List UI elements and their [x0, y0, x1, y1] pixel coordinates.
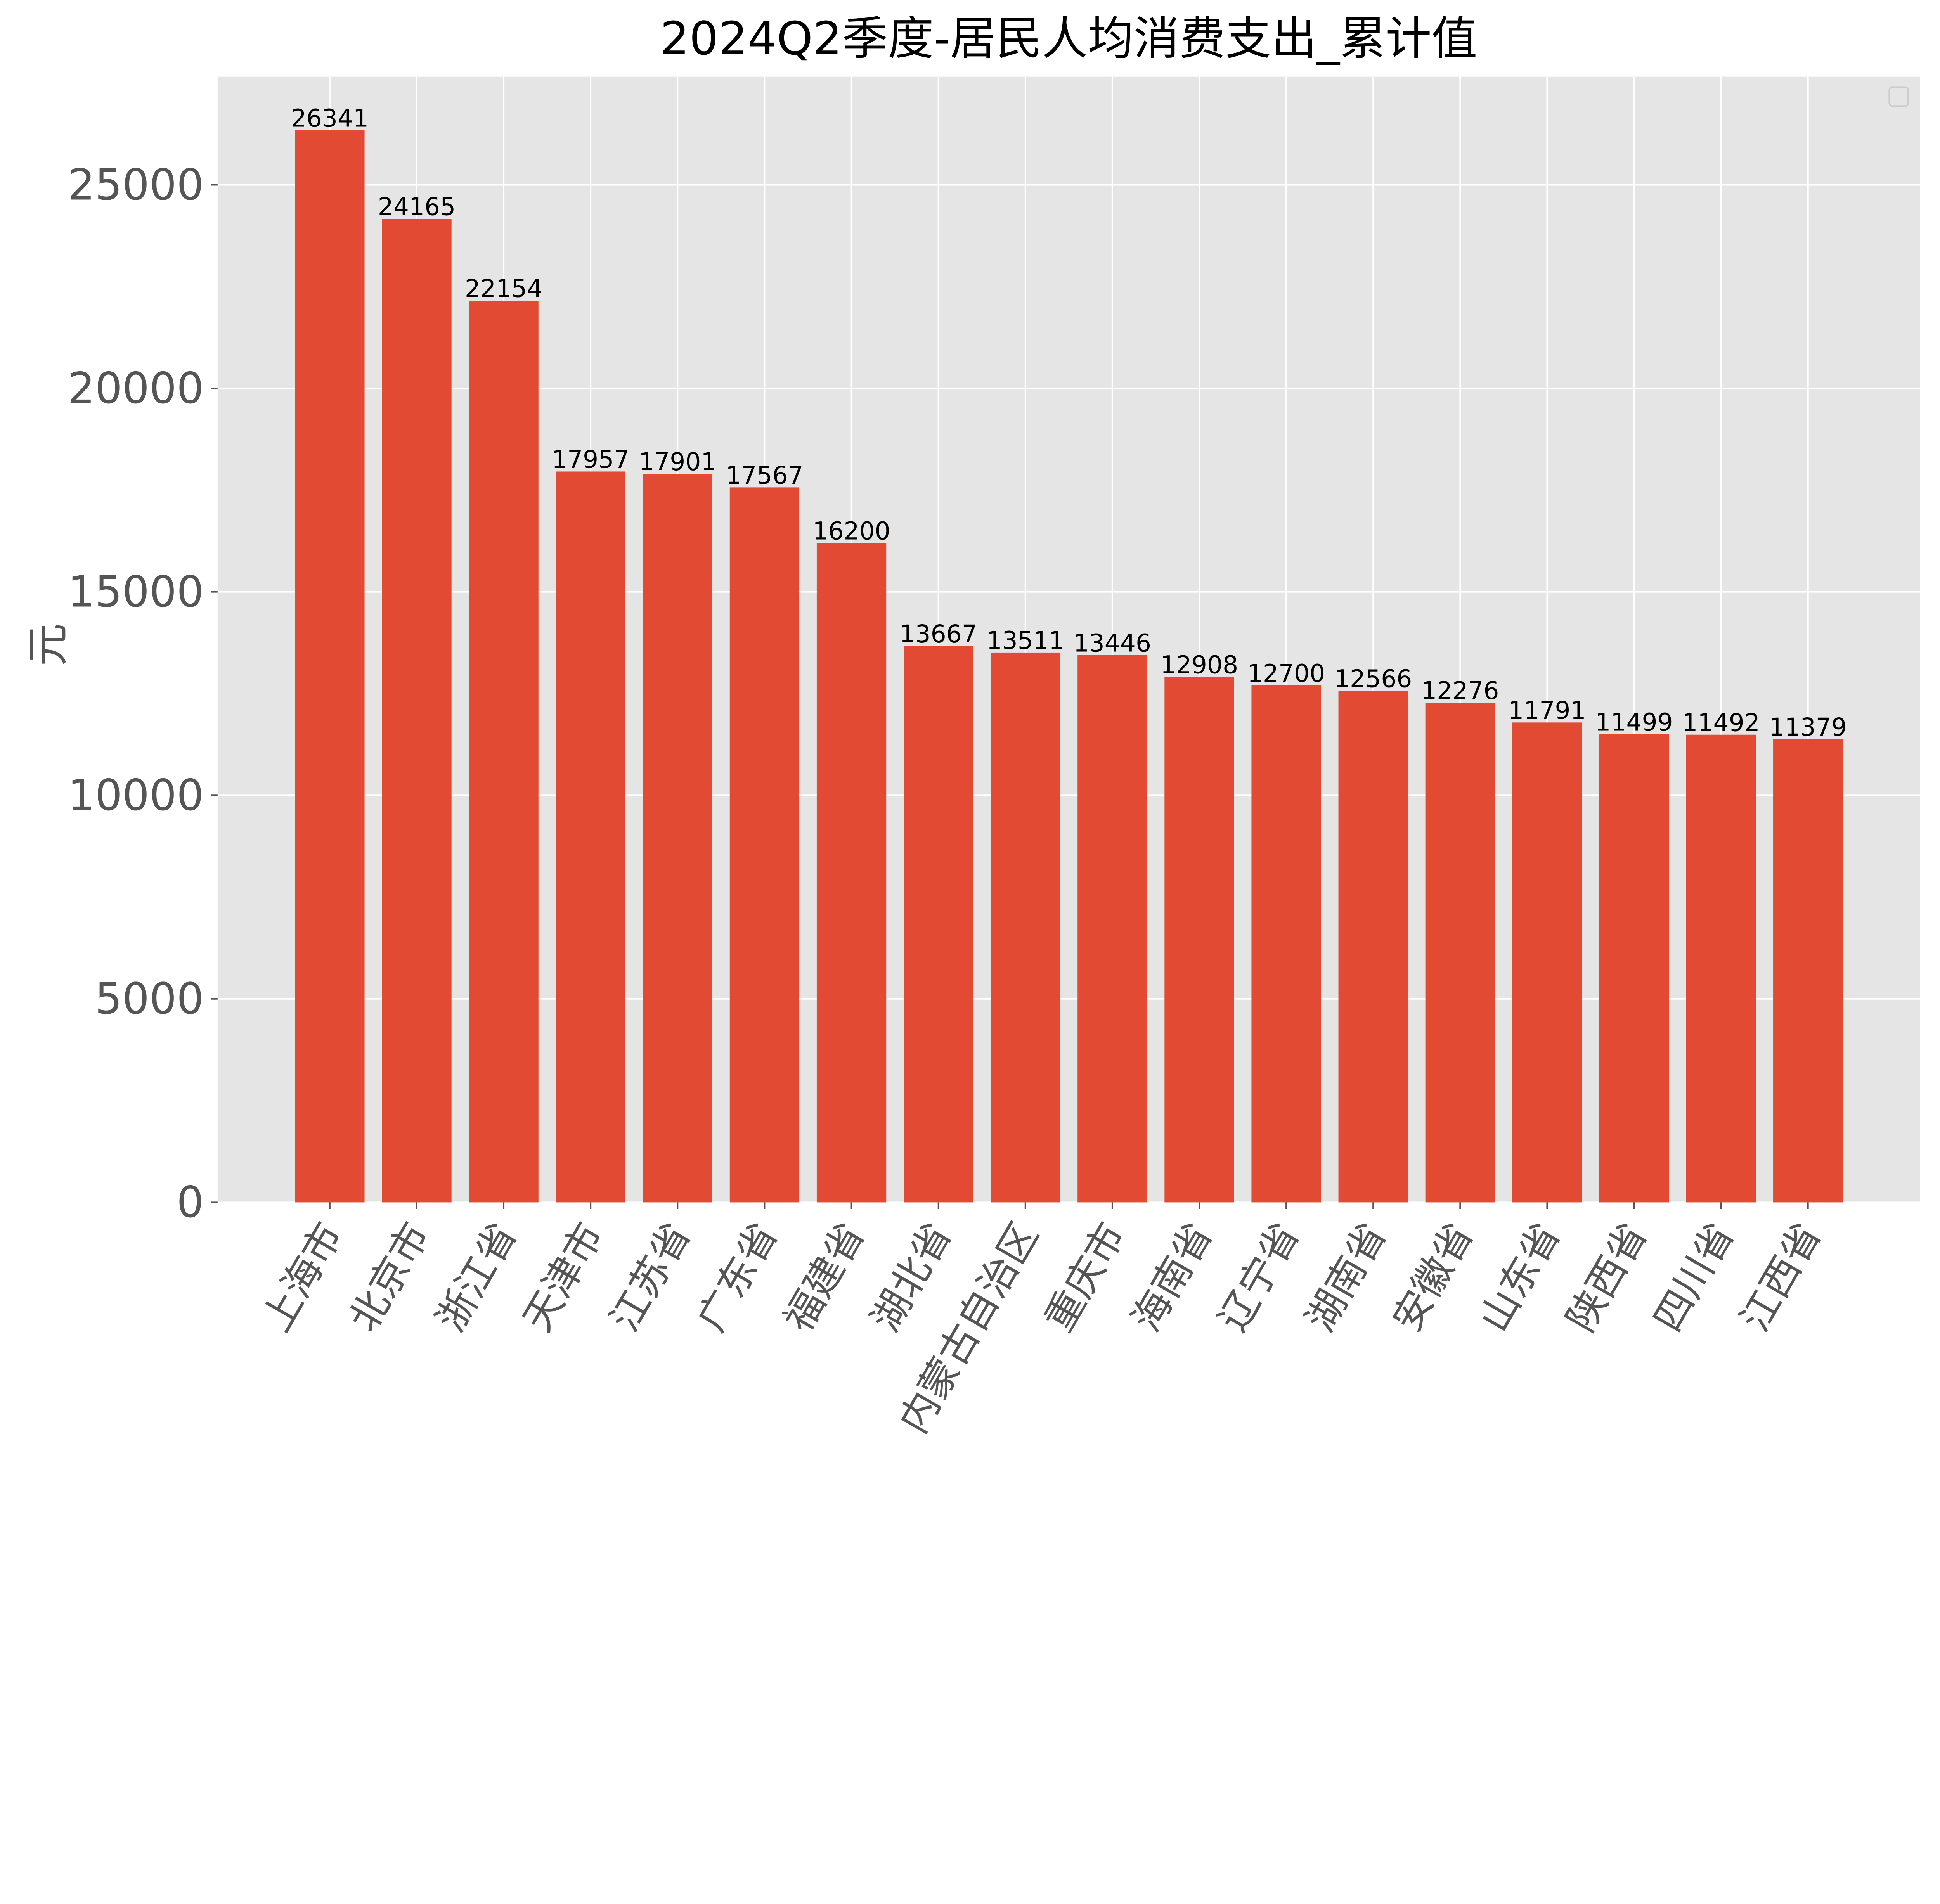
bar-江苏省 [643, 474, 712, 1203]
y-tick-label: 15000 [68, 568, 204, 617]
legend-box [1888, 86, 1909, 107]
bar-北京市 [382, 219, 452, 1203]
data-label: 11791 [1508, 696, 1586, 725]
data-label: 17567 [726, 461, 803, 490]
bar-上海市 [295, 130, 365, 1203]
data-label: 12566 [1334, 665, 1412, 693]
data-label: 17901 [639, 448, 716, 476]
data-label: 22154 [465, 275, 542, 303]
bar-chart: 26341 24165 22154 17957 17901 17567 16200 13667… [23, 12, 1920, 1441]
bar-内蒙古自治区 [991, 652, 1060, 1203]
bar-江西省 [1773, 739, 1843, 1203]
data-labels: 26341 24165 22154 17957 17901 17567 16200 13667… [291, 104, 1847, 741]
bar-四川省 [1686, 734, 1756, 1203]
bar-天津市 [556, 471, 625, 1203]
bar-辽宁省 [1251, 685, 1321, 1203]
bars [295, 130, 1843, 1203]
data-label: 12700 [1247, 659, 1325, 688]
data-label: 26341 [291, 104, 369, 132]
bar-湖南省 [1338, 691, 1408, 1203]
y-tick-label: 20000 [68, 364, 204, 414]
chart-title: 2024Q2季度-居民人均消费支出_累计值 [660, 12, 1477, 65]
data-label: 12276 [1421, 677, 1499, 705]
data-label: 11499 [1595, 708, 1673, 737]
y-tick-label: 0 [177, 1178, 204, 1227]
y-axis-ticks: 0 5000 10000 15000 20000 25000 [68, 160, 218, 1227]
bar-陕西省 [1599, 734, 1669, 1203]
bar-广东省 [729, 487, 800, 1203]
data-label: 17957 [552, 445, 629, 474]
data-label: 11492 [1682, 708, 1760, 737]
data-label: 12908 [1161, 651, 1238, 679]
y-tick-label: 5000 [95, 975, 204, 1024]
bar-浙江省 [469, 301, 539, 1203]
bar-海南省 [1164, 677, 1234, 1203]
data-label: 16200 [812, 517, 890, 545]
data-label: 13667 [899, 620, 977, 648]
bar-福建省 [816, 543, 887, 1203]
data-label: 11379 [1769, 713, 1846, 741]
bar-安徽省 [1425, 703, 1495, 1203]
y-axis-label: 元 [23, 623, 73, 666]
bar-山东省 [1512, 722, 1582, 1203]
data-label: 13446 [1074, 629, 1151, 657]
bar-湖北省 [904, 646, 973, 1203]
data-label: 24165 [378, 193, 456, 221]
y-tick-label: 25000 [68, 160, 204, 210]
y-tick-label: 10000 [68, 771, 204, 820]
data-label: 13511 [987, 626, 1064, 654]
bar-重庆市 [1077, 655, 1147, 1203]
